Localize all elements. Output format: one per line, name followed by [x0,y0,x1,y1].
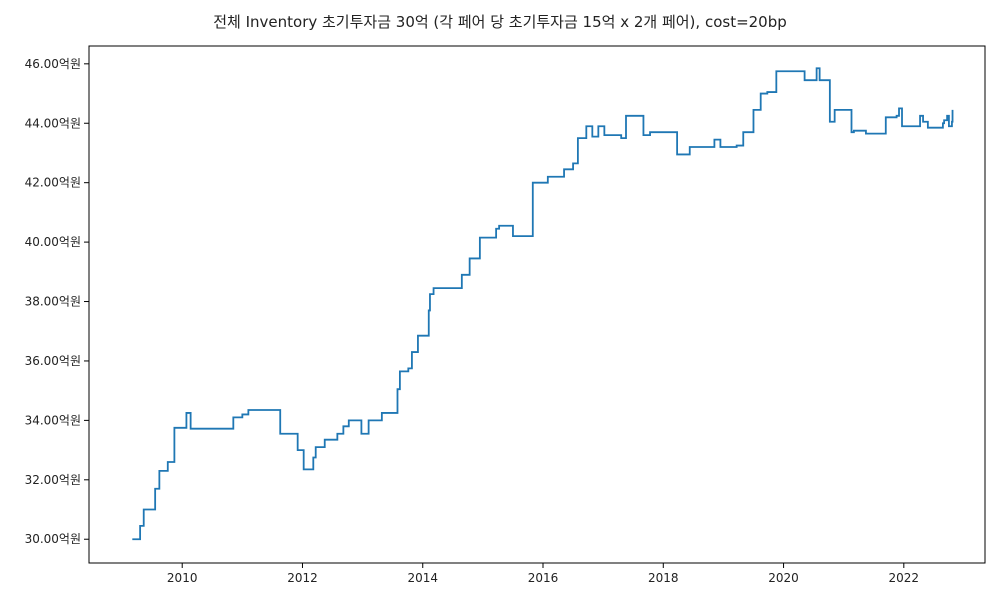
y-axis: 30.00억원 32.00억원 34.00억원 36.00억원 38.00억원 40.00… [25,57,89,546]
y-tick-label: 32.00억원 [25,473,81,487]
chart-title: 전체 Inventory 초기투자금 30억 (각 페어 당 초기투자금 15억… [213,13,787,31]
x-tick-label: 2010 [167,571,198,585]
x-tick-label: 2014 [407,571,438,585]
y-tick-label: 42.00억원 [25,176,81,190]
x-tick-label: 2018 [648,571,679,585]
series-line-0 [132,67,954,541]
y-tick-label: 46.00억원 [25,57,81,71]
x-tick-label: 2016 [528,571,559,585]
x-tick-label: 2020 [768,571,799,585]
y-tick-label: 44.00억원 [25,116,81,130]
y-tick-label: 34.00억원 [25,413,81,427]
x-tick-label: 2012 [287,571,318,585]
x-axis: 2010 2012 2014 2016 2018 2020 2022 [167,563,919,585]
x-tick-label: 2022 [889,571,920,585]
y-tick-label: 40.00억원 [25,235,81,249]
y-tick-label: 30.00억원 [25,532,81,546]
y-tick-label: 38.00억원 [25,295,81,309]
series-layer [132,67,954,541]
plot-frame [88,45,986,564]
y-tick-label: 36.00억원 [25,354,81,368]
